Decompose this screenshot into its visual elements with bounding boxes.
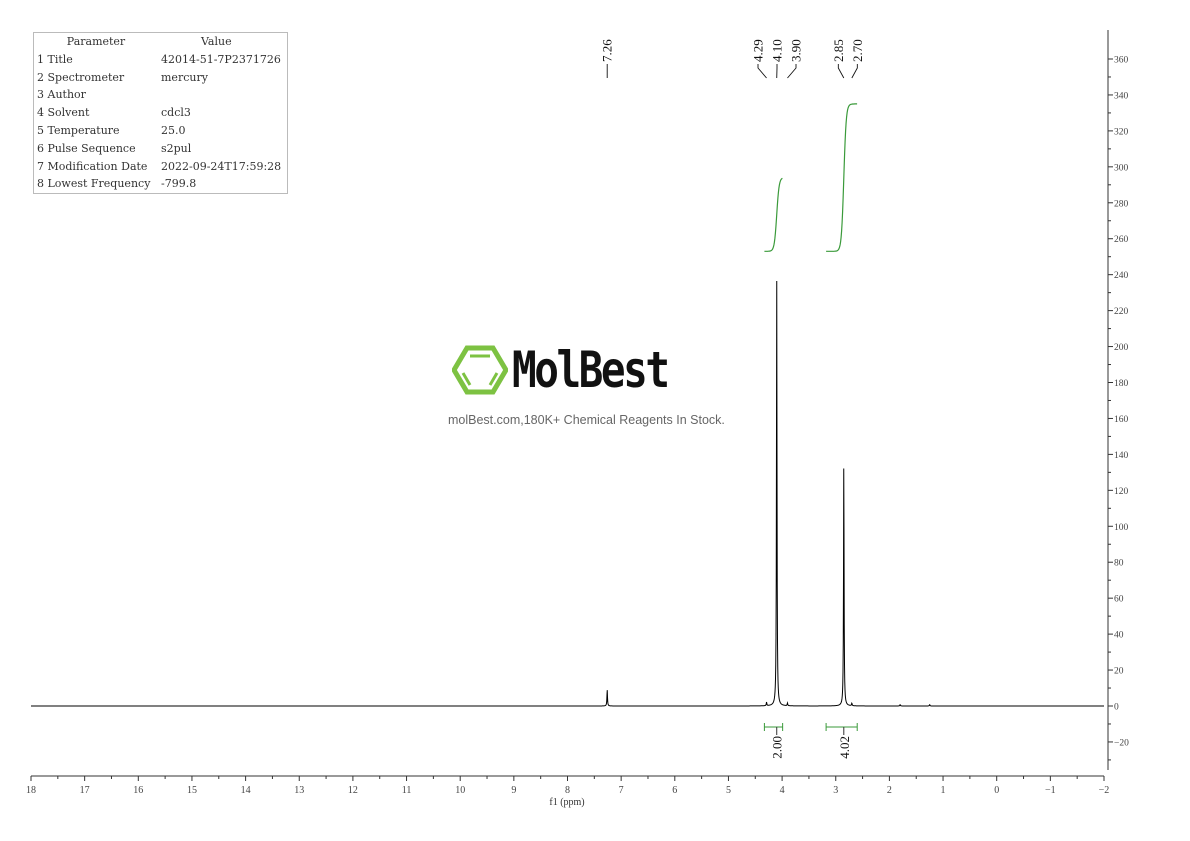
y-tick-label: 300 <box>1114 163 1129 173</box>
peak-label: 4.29 <box>751 39 766 62</box>
x-tick-label: 14 <box>241 785 251 796</box>
parameter-name: 6 Pulse Sequence <box>37 141 136 155</box>
brand-name: MolBest <box>512 341 670 399</box>
x-tick-label: 7 <box>619 785 624 796</box>
y-tick-label: 340 <box>1114 91 1129 101</box>
x-tick-label: 10 <box>455 785 465 796</box>
x-tick-label: 1 <box>941 785 946 796</box>
peak-label: 7.26 <box>600 39 615 62</box>
x-tick-label: 15 <box>187 785 197 796</box>
x-tick-label: 5 <box>726 785 731 796</box>
y-tick-label: 140 <box>1114 451 1129 461</box>
x-tick-label: 18 <box>26 785 36 796</box>
parameter-value: -799.8 <box>161 177 197 191</box>
peak-label-connector <box>837 64 845 79</box>
peak-label: 3.90 <box>789 39 804 62</box>
y-tick-label: −20 <box>1114 738 1129 748</box>
peak-label: 4.10 <box>770 39 785 62</box>
y-tick-label: 360 <box>1114 56 1129 66</box>
axes: 18 17 16 15 14 13 12 11 10 9 8 7 6 5 4 3 2 1 0 −1 −2−2002040… <box>26 30 1129 796</box>
parameter-value: 42014-51-7P2371726 <box>161 52 281 66</box>
x-tick-label: 4 <box>780 785 785 796</box>
y-tick-label: 180 <box>1114 379 1129 389</box>
hexagon-logo-icon <box>452 345 508 395</box>
parameter-row: 4 Solvent cdcl3 <box>34 104 287 122</box>
parameter-value: 2022-09-24T17:59:28 <box>161 159 282 173</box>
parameter-name: 4 Solvent <box>37 106 90 120</box>
parameter-row: 8 Lowest Frequency -799.8 <box>34 175 287 193</box>
integral-value: 4.02 <box>837 736 852 759</box>
y-tick-label: 120 <box>1114 487 1129 497</box>
x-tick-label: −2 <box>1099 785 1110 796</box>
parameter-row: 3 Author <box>34 86 287 104</box>
header-value: Value <box>201 35 232 48</box>
y-tick-label: 0 <box>1114 703 1119 713</box>
x-axis-label: f1 (ppm) <box>549 797 584 808</box>
y-tick-label: 20 <box>1114 667 1124 677</box>
x-tick-label: 17 <box>80 785 90 796</box>
parameter-table-header: Parameter Value <box>34 33 287 51</box>
y-tick-label: 160 <box>1114 415 1129 425</box>
x-tick-label: 11 <box>402 785 412 796</box>
parameter-table: Parameter Value 1 Title 42014-51-7P237172… <box>33 32 288 195</box>
y-tick-label: 40 <box>1114 631 1124 641</box>
parameter-name: 2 Spectrometer <box>37 70 125 84</box>
parameter-value <box>161 86 287 104</box>
integral-curve <box>764 177 783 252</box>
peak-label-connector <box>787 64 797 79</box>
parameter-row: 6 Pulse Sequence s2pul <box>34 140 287 158</box>
parameter-name: 3 Author <box>37 88 86 102</box>
parameter-row: 5 Temperature 25.0 <box>34 122 287 140</box>
parameter-row: 1 Title 42014-51-7P2371726 <box>34 51 287 69</box>
y-tick-label: 80 <box>1114 559 1124 569</box>
x-tick-label: −1 <box>1045 785 1056 796</box>
x-tick-label: 3 <box>833 785 838 796</box>
peak-label-connector <box>851 64 858 79</box>
x-tick-label: 16 <box>133 785 143 796</box>
peak-label-connector <box>757 64 767 79</box>
parameter-name: 7 Modification Date <box>37 159 148 173</box>
spectrum-line <box>31 280 1104 707</box>
x-tick-label: 2 <box>887 785 892 796</box>
x-tick-label: 13 <box>294 785 304 796</box>
y-tick-label: 60 <box>1114 595 1124 605</box>
header-parameter: Parameter <box>66 35 126 48</box>
peak-label: 2.70 <box>850 39 865 62</box>
x-tick-label: 8 <box>565 785 570 796</box>
y-tick-label: 320 <box>1114 127 1129 137</box>
parameter-name: 8 Lowest Frequency <box>37 177 151 191</box>
integral-value: 2.00 <box>770 736 785 759</box>
parameter-value: s2pul <box>161 141 192 155</box>
molbest-logo: MolBest <box>452 343 702 397</box>
y-tick-label: 220 <box>1114 307 1129 317</box>
y-tick-label: 100 <box>1114 523 1129 533</box>
parameter-name: 5 Temperature <box>37 123 120 137</box>
x-tick-label: 6 <box>672 785 677 796</box>
y-tick-label: 240 <box>1114 271 1129 281</box>
parameter-row: 2 Spectrometer mercury <box>34 69 287 87</box>
parameter-row: 7 Modification Date 2022-09-24T17:59:28 <box>34 158 287 176</box>
peak-label: 2.85 <box>831 39 846 62</box>
parameter-value: cdcl3 <box>161 106 191 120</box>
peak-labels: 7.26 4.29 4.10 3.90 2.85 2.70 <box>600 39 865 79</box>
x-tick-label: 12 <box>348 785 358 796</box>
y-tick-label: 280 <box>1114 199 1129 209</box>
x-tick-label: 0 <box>994 785 999 796</box>
integral-curve <box>826 103 858 252</box>
integral-curves: 2.00 4.02 <box>763 103 858 759</box>
y-tick-label: 260 <box>1114 235 1129 245</box>
parameter-value: 25.0 <box>161 123 186 137</box>
x-tick-label: 9 <box>511 785 516 796</box>
parameter-name: 1 Title <box>37 52 73 66</box>
watermark-tagline: molBest.com,180K+ Chemical Reagents In S… <box>448 413 725 427</box>
parameter-value: mercury <box>161 70 208 84</box>
y-tick-label: 200 <box>1114 343 1129 353</box>
